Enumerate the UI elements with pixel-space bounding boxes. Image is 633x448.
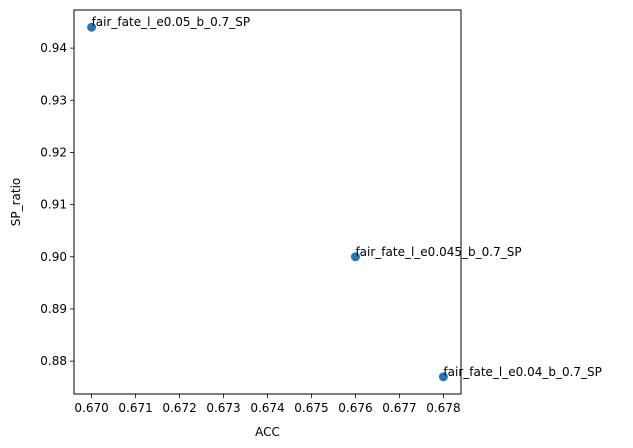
point-annotation: fair_fate_l_e0.05_b_0.7_SP [92,15,251,29]
x-tick-label: 0.676 [338,401,372,415]
scatter-point [87,22,97,32]
y-tick-label: 0.94 [40,41,67,55]
x-axis-label: ACC [255,425,280,439]
y-tick-label: 0.90 [40,250,67,264]
data-points [87,22,448,382]
y-tick-label: 0.91 [40,198,67,212]
x-tick-label: 0.671 [118,401,152,415]
x-tick-label: 0.677 [382,401,416,415]
x-axis-ticks: 0.670 0.671 0.672 0.673 0.674 0.675 0.676 0.677… [74,394,461,415]
y-tick-label: 0.93 [40,93,67,107]
x-tick-label: 0.674 [250,401,284,415]
y-tick-label: 0.92 [40,145,67,159]
point-annotation: fair_fate_l_e0.04_b_0.7_SP [443,365,602,379]
x-tick-label: 0.678 [426,401,460,415]
y-tick-label: 0.88 [40,354,67,368]
x-tick-label: 0.670 [74,401,108,415]
y-axis-label: SP_ratio [9,178,23,227]
y-tick-label: 0.89 [40,302,67,316]
plot-frame [73,9,462,395]
scatter-point [350,252,360,262]
point-annotation: fair_fate_l_e0.045_b_0.7_SP [355,245,521,259]
x-tick-label: 0.675 [294,401,328,415]
scatter-point [438,372,448,382]
point-labels: fair_fate_l_e0.05_b_0.7_SP fair_fate_l_e0… [92,15,602,379]
y-axis-ticks: 0.88 0.89 0.90 0.91 0.92 0.93 0.94 [40,41,74,368]
x-tick-label: 0.672 [162,401,196,415]
x-tick-label: 0.673 [206,401,240,415]
